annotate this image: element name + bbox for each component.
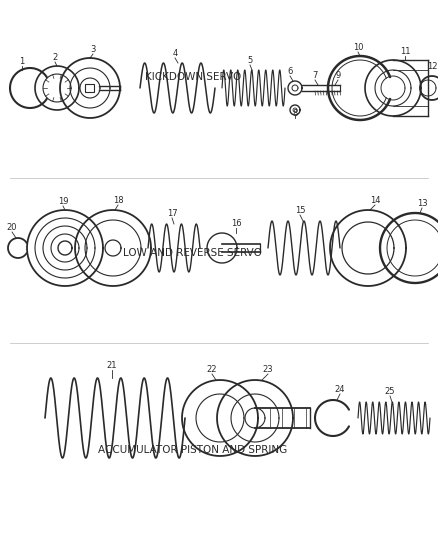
Text: 24: 24 (335, 385, 345, 394)
Text: 17: 17 (167, 209, 177, 218)
Text: 6: 6 (287, 67, 293, 76)
Text: 9: 9 (336, 71, 341, 80)
Text: 10: 10 (353, 43, 363, 52)
Text: KICKDOWN SERVO: KICKDOWN SERVO (145, 72, 241, 82)
Text: 2: 2 (53, 53, 58, 62)
Text: 14: 14 (370, 196, 380, 205)
Text: 25: 25 (385, 387, 395, 396)
Text: 5: 5 (247, 56, 253, 65)
Text: 16: 16 (231, 219, 241, 228)
Text: 4: 4 (173, 49, 178, 58)
Text: 12: 12 (427, 62, 437, 71)
Text: 20: 20 (7, 223, 17, 232)
Text: LOW AND REVERSE SERVO: LOW AND REVERSE SERVO (123, 248, 262, 258)
Bar (85, 84, 94, 92)
Text: 11: 11 (400, 47, 410, 56)
Text: 23: 23 (263, 365, 273, 374)
Text: ACCUMULATOR PISTON AND SPRING: ACCUMULATOR PISTON AND SPRING (98, 446, 287, 455)
Text: 22: 22 (207, 365, 217, 374)
Text: 19: 19 (58, 197, 68, 206)
Text: 7: 7 (312, 71, 318, 80)
Text: 13: 13 (417, 199, 427, 208)
Text: 1: 1 (19, 57, 25, 66)
Text: 8: 8 (292, 109, 298, 118)
Text: 3: 3 (90, 45, 95, 54)
Text: 21: 21 (107, 361, 117, 370)
Text: 18: 18 (113, 196, 124, 205)
Text: 15: 15 (295, 206, 305, 215)
